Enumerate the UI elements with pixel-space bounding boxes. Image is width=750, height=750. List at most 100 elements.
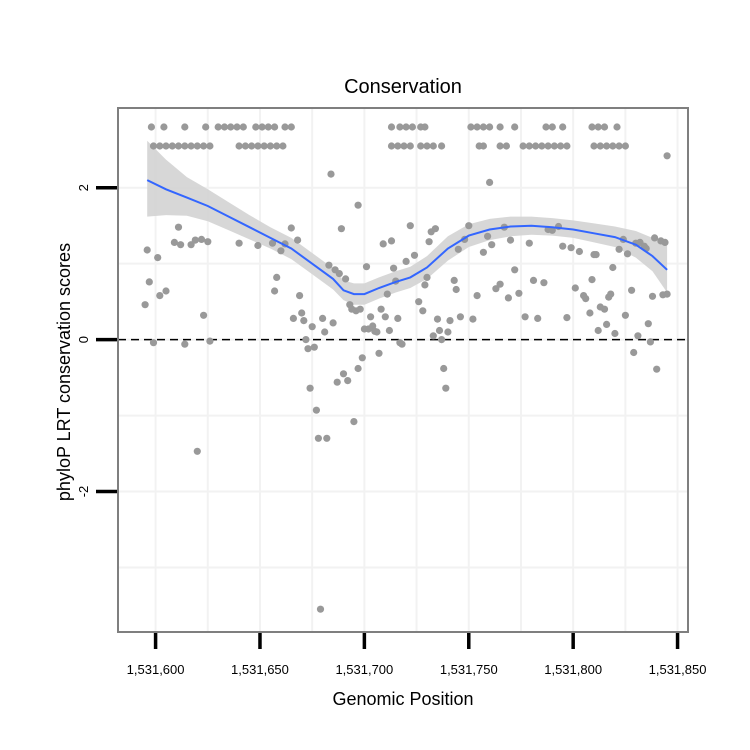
data-point: [479, 123, 487, 131]
data-point: [586, 309, 594, 317]
data-point: [473, 292, 481, 300]
grid: [118, 108, 688, 632]
data-point: [548, 123, 556, 131]
data-point: [187, 142, 195, 150]
data-point: [381, 313, 389, 321]
data-point: [367, 313, 375, 321]
data-point: [394, 142, 402, 150]
data-point: [534, 314, 542, 322]
data-point: [268, 239, 277, 247]
data-point: [438, 336, 446, 344]
data-point: [308, 323, 316, 331]
data-point: [479, 248, 487, 256]
x-tick-label: 1,531,750: [440, 662, 498, 677]
data-point: [387, 123, 396, 131]
data-point: [147, 123, 155, 131]
data-point: [544, 142, 552, 150]
data-point: [557, 142, 565, 150]
data-point: [394, 314, 402, 322]
data-point: [575, 247, 584, 256]
data-point: [651, 234, 659, 242]
data-point: [271, 287, 279, 295]
data-point: [663, 152, 671, 160]
data-point: [197, 235, 206, 243]
data-point: [227, 123, 235, 131]
data-point: [603, 320, 611, 328]
data-point: [611, 329, 619, 338]
data-point: [398, 340, 406, 348]
data-point: [162, 142, 170, 150]
data-point: [594, 326, 602, 335]
data-point: [264, 123, 272, 131]
data-point: [327, 170, 335, 178]
data-point: [181, 123, 189, 131]
data-point: [486, 178, 494, 186]
data-point: [362, 263, 371, 271]
data-point: [258, 123, 266, 131]
data-point: [266, 142, 274, 150]
data-point: [446, 317, 454, 325]
data-point: [385, 326, 393, 335]
data-point: [496, 280, 504, 288]
data-point: [200, 142, 208, 150]
data-point: [600, 305, 609, 313]
data-point: [519, 142, 527, 150]
data-point: [454, 245, 462, 253]
data-point: [425, 238, 433, 246]
data-point: [335, 270, 343, 278]
data-point: [254, 241, 262, 250]
data-point: [379, 240, 387, 248]
data-point: [538, 142, 546, 150]
y-tick-label: 2: [76, 184, 91, 191]
data-point: [469, 315, 477, 323]
data-point: [156, 142, 164, 150]
data-point: [438, 142, 446, 150]
data-point: [548, 226, 556, 234]
data-point: [170, 238, 178, 246]
data-point: [594, 123, 602, 131]
data-point: [287, 224, 295, 232]
data-point: [154, 254, 162, 262]
data-point: [193, 447, 201, 455]
data-point: [615, 245, 623, 253]
data-point: [644, 320, 652, 328]
data-point: [281, 123, 289, 131]
data-point: [502, 142, 510, 150]
data-point: [525, 239, 533, 247]
data-point: [406, 142, 414, 150]
data-point: [342, 275, 350, 283]
data-point: [473, 123, 481, 131]
data-point: [187, 241, 195, 249]
data-point: [220, 123, 229, 131]
data-point: [377, 305, 385, 313]
data-point: [145, 278, 153, 286]
panel-border: [117, 107, 689, 633]
data-points: [141, 123, 671, 613]
data-point: [450, 276, 458, 284]
data-point: [596, 142, 604, 150]
data-point: [271, 123, 279, 131]
data-point: [623, 250, 632, 258]
data-point: [214, 123, 222, 131]
data-point: [279, 142, 287, 150]
data-point: [542, 123, 550, 131]
data-point: [515, 289, 523, 297]
data-point: [421, 281, 429, 289]
data-point: [402, 123, 410, 131]
data-point: [540, 279, 548, 287]
data-point: [613, 123, 621, 131]
data-point: [452, 285, 460, 294]
data-point: [628, 286, 636, 294]
data-point: [609, 263, 617, 272]
data-point: [344, 377, 352, 385]
data-point: [484, 232, 492, 240]
data-point: [294, 236, 302, 244]
x-tick-label: 1,531,850: [649, 662, 707, 677]
data-point: [304, 345, 312, 353]
data-point: [559, 242, 567, 250]
data-point: [621, 311, 630, 319]
data-point: [373, 328, 381, 336]
data-point: [456, 313, 464, 321]
data-point: [310, 343, 318, 351]
